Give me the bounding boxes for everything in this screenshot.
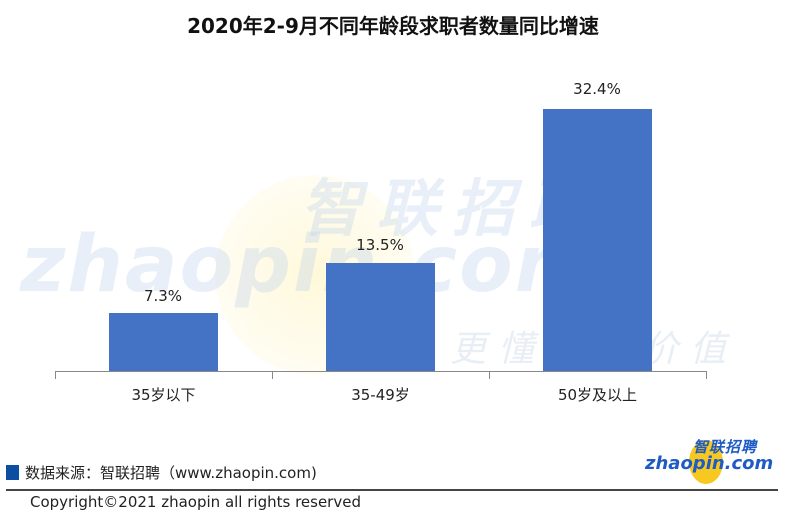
zhaopin-logo: 智联招聘 zhaopin.com	[645, 436, 775, 484]
bar-value-label: 7.3%	[143, 287, 183, 305]
bar-value-label: 13.5%	[356, 236, 404, 254]
x-category-label: 50岁及以上	[557, 386, 638, 404]
x-axis-tick	[489, 371, 490, 379]
x-axis-tick	[272, 371, 273, 379]
watermark-brand-en: zhaopin.com	[20, 220, 598, 310]
logo-circle-icon	[689, 440, 723, 484]
x-category-label: 35岁以下	[131, 386, 196, 404]
bar-value-label: 32.4%	[573, 80, 621, 98]
plot-area: 智联招聘 zhaopin.com 更懂你的价值 7.3% 13.5% 32.4%…	[20, 80, 726, 404]
x-category-label: 35-49岁	[351, 386, 410, 404]
bar-50-over	[543, 109, 652, 371]
watermark-brand-cn: 智联招聘	[300, 172, 605, 245]
x-axis	[55, 371, 706, 372]
bar-35-under	[109, 313, 218, 371]
footer-divider	[6, 489, 778, 491]
x-axis-tick	[55, 371, 56, 379]
data-source: 数据来源：智联招聘（www.zhaopin.com)	[25, 464, 317, 482]
copyright: Copyright©2021 zhaopin all rights reserv…	[30, 493, 361, 511]
logo-text-cn: 智联招聘	[693, 438, 758, 456]
bar-35-49	[326, 263, 435, 371]
logo-text-en: zhaopin.com	[645, 453, 774, 474]
x-axis-tick	[706, 371, 707, 379]
chart-title: 2020年2-9月不同年龄段求职者数量同比增速	[187, 14, 599, 38]
source-marker-icon	[6, 465, 19, 480]
